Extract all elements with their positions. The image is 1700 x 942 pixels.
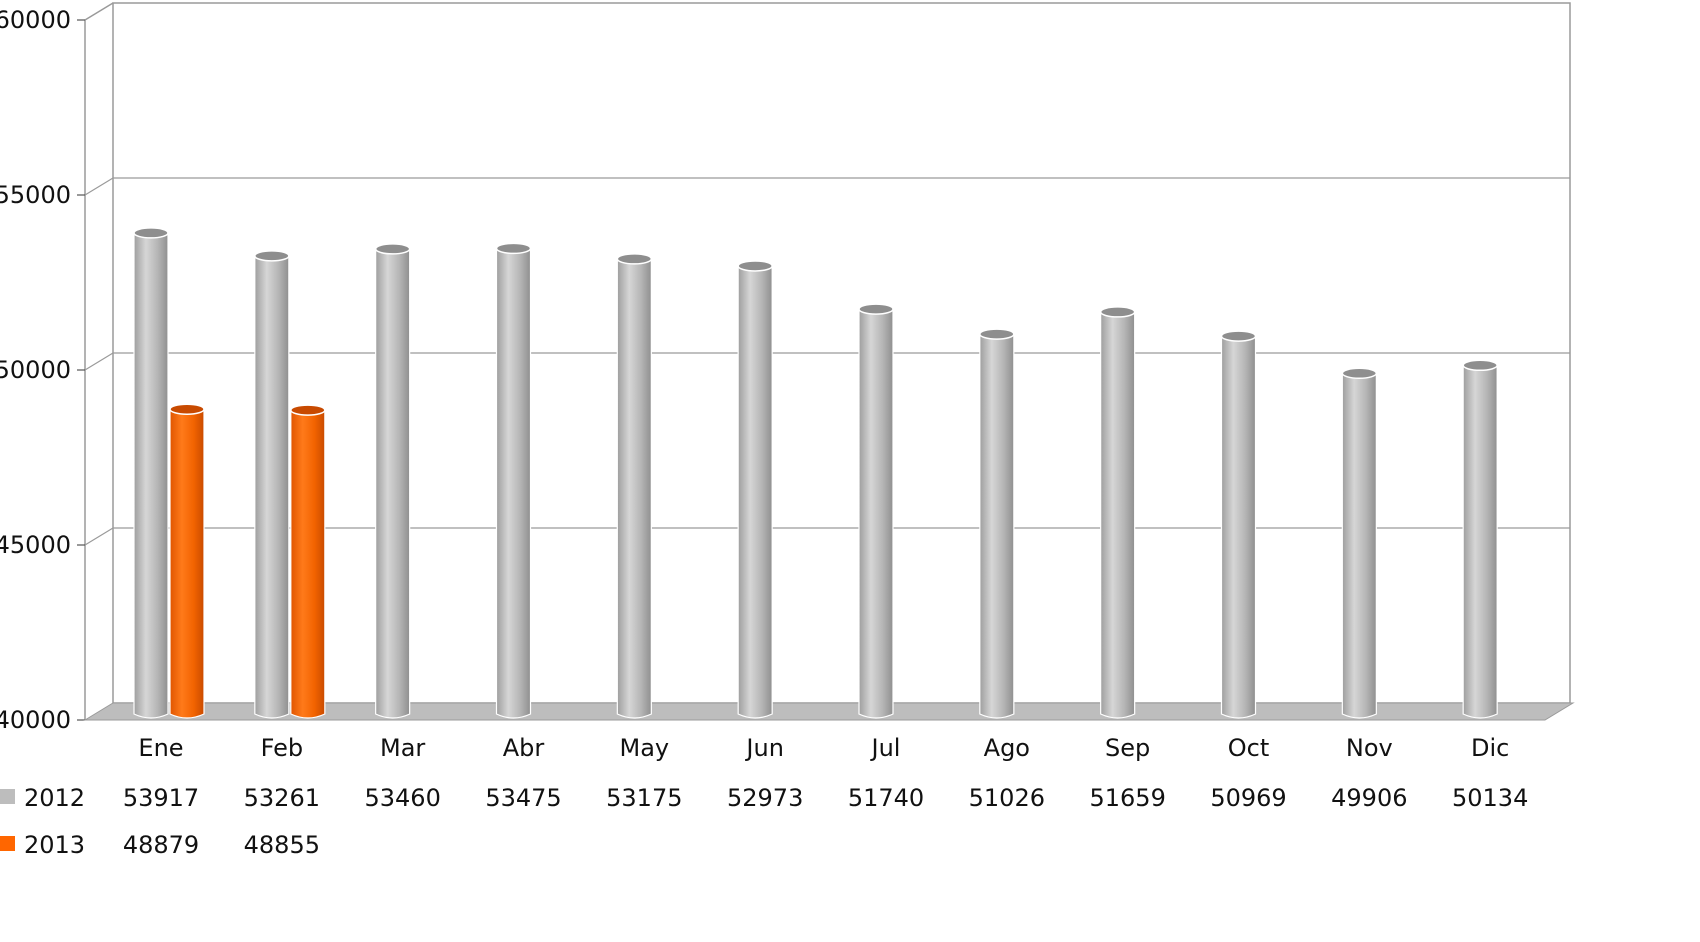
bar-2012-Jul-body — [858, 308, 894, 719]
legend-label-2012: 2012 — [24, 784, 85, 812]
table-cell: 53175 — [606, 784, 682, 812]
bar-2012-Abr — [495, 242, 532, 719]
gridline-side — [84, 177, 114, 196]
legend-swatch-2012 — [0, 789, 15, 804]
bar-2012-Sep-cap — [1099, 306, 1136, 318]
table-cell: 49906 — [1331, 784, 1407, 812]
y-tick-label: 55000 — [0, 181, 71, 209]
bar-2012-Jun-cap — [737, 260, 773, 272]
bar-2013-Ene-body — [169, 408, 205, 719]
side-wall-top-edge — [84, 2, 114, 21]
table-cell: 48855 — [244, 831, 320, 859]
bar-2012-Mar-body — [375, 248, 411, 719]
bar-2012-Nov-cap — [1341, 367, 1378, 380]
bar-2012-Nov — [1341, 367, 1378, 719]
bar-2012-Oct — [1220, 330, 1257, 719]
bar-2012-Dic-cap — [1462, 359, 1498, 372]
x-tick-label: Nov — [1346, 734, 1393, 762]
x-tick-label: Dic — [1471, 734, 1509, 762]
x-tick-label: Feb — [261, 734, 304, 762]
bar-2012-Abr-body — [495, 247, 532, 719]
bar-2012-Nov-body — [1341, 372, 1377, 719]
bar-2013-Feb-body — [290, 409, 326, 719]
legend-swatch-2013 — [0, 836, 15, 851]
y-tick-label: 40000 — [0, 706, 71, 734]
bar-2012-Dic-body — [1462, 364, 1498, 719]
bar-2012-Ago-body — [979, 333, 1015, 719]
bar-2012-May — [616, 253, 653, 719]
bar-2012-Ago-cap — [979, 328, 1015, 340]
x-tick-label: Ago — [984, 734, 1030, 762]
bar-2012-Abr-cap — [495, 242, 532, 255]
x-tick-label: Ene — [138, 734, 183, 762]
x-tick-label: Jul — [870, 734, 901, 762]
table-cell: 50134 — [1452, 784, 1528, 812]
bar-2013-Ene-cap — [169, 403, 205, 415]
bar-2012-Jul-cap — [858, 303, 894, 315]
table-cell: 53917 — [123, 784, 199, 812]
bar-2012-May-body — [616, 258, 652, 719]
gridline-side — [84, 352, 114, 371]
table-cell: 52973 — [727, 784, 803, 812]
bar-2012-Mar — [374, 243, 411, 719]
x-tick-label: Sep — [1105, 734, 1150, 762]
table-cell: 50969 — [1210, 784, 1286, 812]
bar-2013-Feb-cap — [290, 404, 326, 416]
bar-2012-Ene-body — [133, 232, 169, 719]
table-cell: 53475 — [485, 784, 561, 812]
bar-2012-Feb-body — [254, 255, 290, 719]
x-tick-label: May — [620, 734, 670, 762]
bar-2012-Oct-cap — [1220, 330, 1257, 342]
y-tick-label: 60000 — [0, 6, 71, 34]
x-tick-label: Oct — [1228, 734, 1270, 762]
gridline-side — [84, 527, 114, 546]
y-tick-label: 50000 — [0, 356, 71, 384]
bar-2012-Mar-cap — [374, 243, 411, 255]
bar-2012-Ene-cap — [133, 227, 169, 239]
y-tick-label: 45000 — [0, 531, 71, 559]
x-tick-label: Mar — [380, 734, 425, 762]
bar-2012-Jul — [858, 303, 894, 719]
legend-label-2013: 2013 — [24, 831, 85, 859]
bar-2012-May-cap — [616, 253, 653, 265]
bar-2012-Jun-body — [737, 265, 773, 719]
table-cell: 51659 — [1089, 784, 1165, 812]
floor — [83, 702, 1575, 721]
table-cell: 48879 — [123, 831, 199, 859]
bar-2013-Feb — [290, 404, 326, 719]
bar-2012-Feb — [254, 250, 290, 719]
bar-2012-Dic — [1462, 359, 1498, 719]
x-tick-label: Abr — [503, 734, 545, 762]
bar-2013-Ene — [169, 403, 205, 719]
bar-2012-Ene — [133, 227, 169, 719]
bar-2012-Sep — [1099, 306, 1136, 719]
bar-2012-Ago — [979, 328, 1015, 719]
table-cell: 51740 — [848, 784, 924, 812]
bar-2012-Oct-body — [1220, 335, 1257, 719]
x-tick-label: Jun — [744, 734, 784, 762]
bar-2012-Jun — [737, 260, 773, 719]
bar-2012-Feb-cap — [254, 250, 290, 262]
table-cell: 53460 — [364, 784, 440, 812]
bar-2012-Sep-body — [1100, 311, 1136, 719]
table-cell: 51026 — [969, 784, 1045, 812]
table-cell: 53261 — [244, 784, 320, 812]
